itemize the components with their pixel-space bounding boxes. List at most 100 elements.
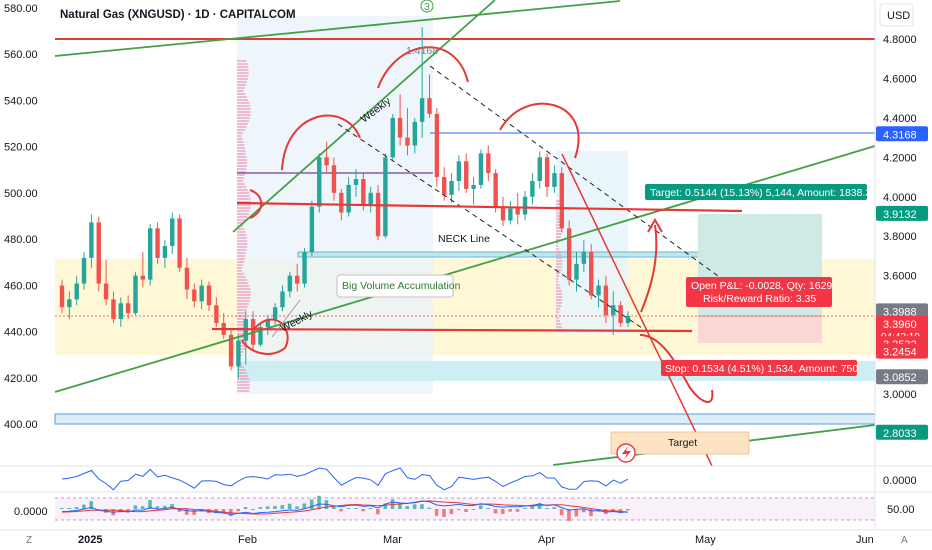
histogram-bar [287,503,292,509]
histogram-bar [530,505,534,509]
neckline-red [236,201,743,213]
volume-profile-bar [556,203,561,205]
volume-profile-bar [556,281,559,283]
histogram-bar [60,508,64,509]
candle-body [272,307,278,320]
candle-body [456,161,462,181]
volume-profile-bar [237,342,248,344]
volume-profile-bar [237,333,249,335]
time-axis-ticks[interactable]: 2025 Feb Mar Apr May Jun [78,534,874,546]
candle-body [412,121,417,146]
volume-profile-bar [237,102,250,104]
left-tick-label: 420.00 [4,373,38,385]
price-badge-label: 4.3168 [883,129,917,141]
histogram-bar [486,508,490,509]
volume-profile-bar [237,141,244,143]
histogram-bar [302,503,307,509]
wave-3-circle [420,0,434,13]
volume-profile-bar [237,348,245,350]
histogram-bar [493,509,498,514]
volume-profile-bar [237,222,245,224]
volume-profile-bar [237,72,249,74]
symbol-title[interactable]: Natural Gas (XNGUSD) · 1D · CAPITALCOM [60,9,296,21]
candle-body [96,222,101,284]
volume-profile-bar [237,240,248,242]
volume-profile-bar [556,209,558,211]
candle-body [419,98,425,122]
price-badge [876,343,928,359]
candle-body [280,291,285,308]
volume-profile-bar [237,81,248,83]
volume-profile-bar [237,114,251,116]
volume-profile-bar [556,272,561,274]
volume-profile-bar [556,284,560,286]
lower-pane-left-value: 0.0000 [14,506,48,518]
price-badge [876,303,928,319]
candle-body [265,319,270,327]
histogram-bar [427,507,432,509]
volume-profile-bar [556,275,560,277]
candle-body [199,285,204,302]
candle-body [67,299,72,308]
price-badge-label: 3.0852 [883,372,917,384]
volume-profile-bar [237,180,244,182]
histogram-bar [148,500,152,509]
candle-body [618,305,623,323]
histogram-bar [471,509,476,510]
right-tick-label: 4.6000 [883,73,917,85]
time-tick-label: 2025 [78,534,102,546]
volume-profile-bar [237,219,246,221]
zoom-left-button[interactable]: Z [26,535,32,546]
histogram-bar [574,509,579,517]
price-badge [876,126,928,142]
volume-profile-bar [556,311,559,313]
volume-profile-bar [237,117,251,119]
candle-body [177,218,182,268]
candle-body [317,157,322,207]
volume-profile-bar [237,96,247,98]
candle-body [611,305,616,316]
lower-pane-right-value-bottom: 50.00 [887,504,915,516]
volume-profile-bar [237,93,246,95]
volume-profile-bar [237,165,247,167]
volume-profile-bar [237,78,248,80]
histogram-bar [346,508,351,509]
volume-profile-bar [237,381,250,383]
time-tick-label: May [695,534,716,546]
volume-profile-bar [556,305,562,307]
candle-body [442,177,447,195]
candle-body [287,275,293,292]
volume-profile-bar [556,296,563,298]
candle-body [140,275,146,280]
volume-profile-bar [237,279,247,281]
candle-body [537,157,542,181]
volume-profile-bar [237,336,249,338]
candle-body [118,303,123,320]
target-box [610,431,750,455]
histogram-bar [434,509,439,516]
candle-body [449,181,454,195]
volume-profile-bar [237,63,248,65]
left-tick-label: 580.00 [4,3,38,15]
right-tick-label: 3.0000 [883,389,917,401]
price-badge [876,205,928,221]
zoom-right-button[interactable]: A [901,535,908,546]
candle-body [133,275,138,314]
candle-body [302,252,307,284]
histogram-bar [162,505,167,509]
volume-profile-bar [556,287,561,289]
neckline-label: NECK Line [438,233,490,245]
volume-profile-bar [237,261,245,263]
volume-profile-bar [237,375,249,377]
currency-label: USD [887,10,910,22]
right-tick-label: 4.4000 [883,113,917,125]
histogram-bar [133,505,138,509]
histogram-bar [74,507,79,509]
volume-profile-bar [556,221,562,223]
price-badges: 4.31683.91323.39883.396004:43:193.25323.… [876,126,928,440]
volume-profile-bar [237,378,250,380]
time-tick-label: Jun [856,534,874,546]
left-shoulder-arc [281,114,361,171]
currency-button[interactable] [879,3,914,27]
